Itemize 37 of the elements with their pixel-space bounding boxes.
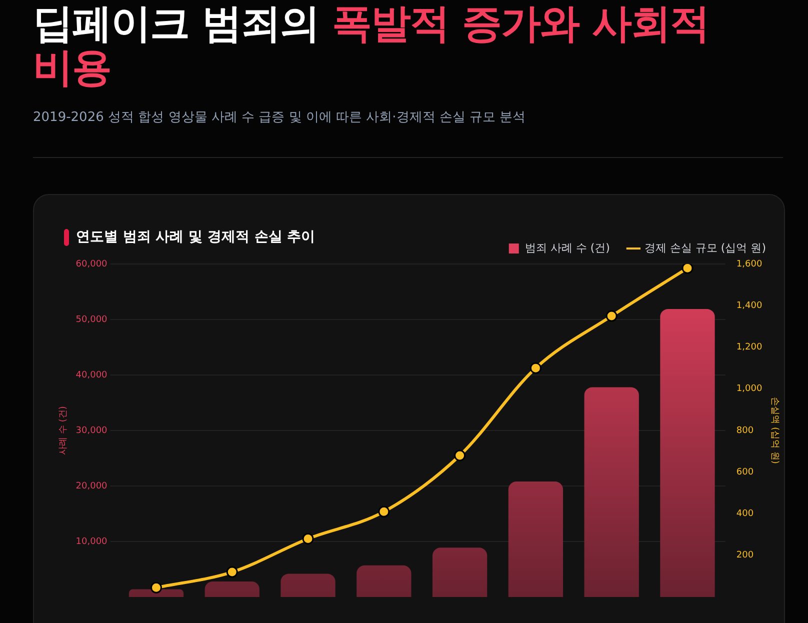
y-tick-label: 10,000 [76, 536, 108, 547]
y2-tick-label: 1,200 [736, 342, 762, 353]
point [150, 582, 162, 594]
bar [508, 482, 564, 597]
bar [128, 589, 184, 597]
chart-subtitle: 2019-2026 성적 합성 영상물 사례 수 급증 및 이에 따른 사회·경제적 손실 규모 분석 [33, 109, 526, 126]
y-tick-label: 20,000 [76, 481, 108, 492]
y2-axis-title: 손실액 (십억 원) [769, 397, 780, 464]
y2-tick-label: 1,600 [736, 259, 762, 270]
y2-tick-label: 1,000 [736, 384, 762, 394]
point [682, 264, 694, 274]
y2-tick-label: 600 [736, 467, 754, 478]
y2-tick-label: 800 [736, 426, 754, 436]
legend-label: 범죄 사례 수 (건) [524, 241, 610, 254]
bar [204, 581, 260, 597]
point [606, 310, 618, 322]
bar [584, 387, 639, 597]
y2-tick-label: 400 [736, 509, 754, 520]
bar [432, 548, 488, 597]
point [378, 506, 390, 518]
y-tick-label: 50,000 [76, 314, 108, 325]
bar [660, 308, 715, 597]
bar [280, 574, 336, 597]
y2-tick-label: 200 [736, 550, 754, 561]
point [302, 532, 314, 544]
chart-title: 딥페이크 범죄의 폭발적 증가와 사회적 비용 [33, 1, 709, 91]
point [226, 566, 238, 578]
legend-label: 경제 손실 규모 (십억 원) [644, 241, 766, 254]
point [530, 362, 542, 374]
y-axis-title: 사례 수 (건) [58, 406, 69, 455]
y-tick-label: 40,000 [76, 370, 108, 380]
point [454, 450, 466, 462]
y2-tick-label: 1,400 [736, 300, 762, 311]
y-tick-label: 30,000 [76, 426, 108, 436]
y-tick-label: 60,000 [76, 259, 108, 270]
text: 연도별 범죄 사례 및 경제적 손실 추이 [76, 228, 316, 246]
bar [356, 565, 412, 597]
